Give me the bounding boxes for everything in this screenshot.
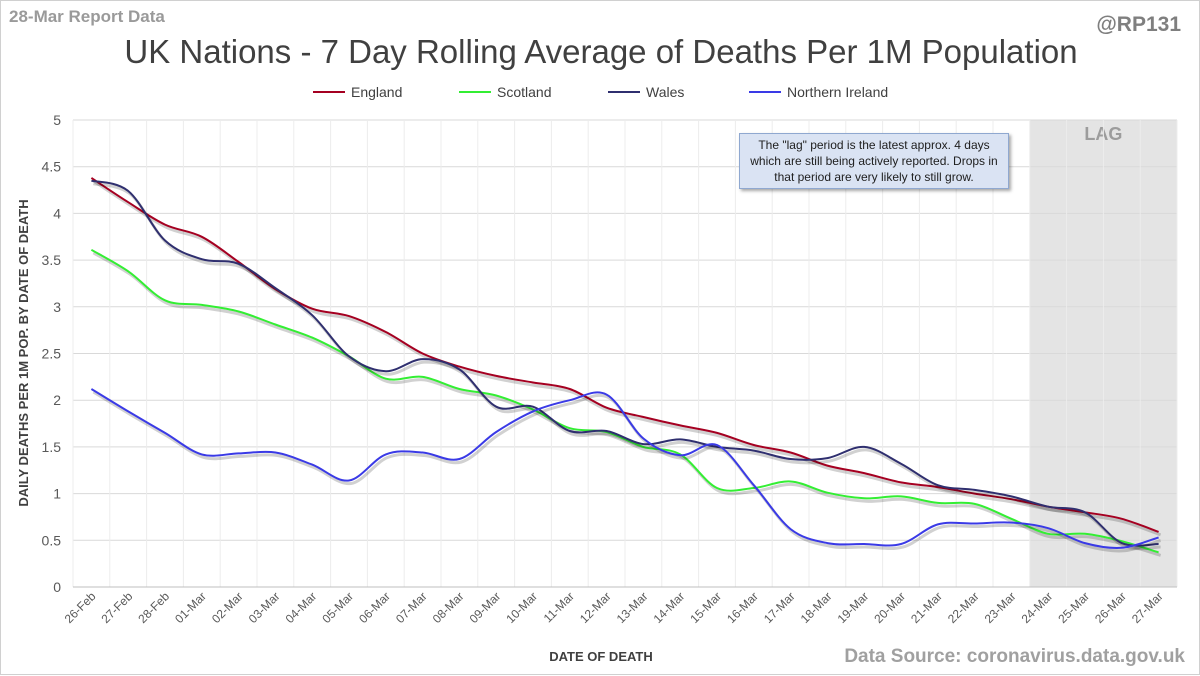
x-tick-label: 07-Mar — [393, 589, 430, 626]
x-tick-label: 20-Mar — [871, 589, 908, 626]
y-axis-label: DAILY DEATHS PER 1M POP. BY DATE OF DEAT… — [16, 199, 31, 506]
series-line-shadow — [92, 251, 1162, 557]
y-tick-label: 0.5 — [42, 532, 62, 548]
x-tick-label: 26-Feb — [62, 589, 99, 626]
y-tick-label: 5 — [53, 112, 61, 128]
x-axis-label: DATE OF DEATH — [549, 649, 653, 664]
x-tick-label: 19-Mar — [835, 589, 872, 626]
y-tick-label: 4.5 — [42, 159, 62, 175]
series-line-scotland — [90, 248, 1159, 554]
chart-title: UK Nations - 7 Day Rolling Average of De… — [124, 33, 1078, 70]
series-line-shadow — [92, 390, 1162, 553]
x-tick-label: 08-Mar — [430, 589, 467, 626]
series-line-shadow — [92, 179, 1162, 537]
y-tick-label: 1 — [53, 486, 61, 502]
x-tick-label: 11-Mar — [541, 589, 577, 625]
x-tick-label: 16-Mar — [724, 589, 761, 626]
lag-annotation: The "lag" period is the latest approx. 4… — [739, 133, 1009, 189]
x-tick-label: 23-Mar — [982, 589, 1019, 626]
x-tick-label: 24-Mar — [1019, 589, 1056, 626]
x-tick-label: 13-Mar — [614, 589, 651, 626]
x-tick-label: 21-Mar — [908, 589, 945, 626]
x-tick-label: 10-Mar — [503, 589, 540, 626]
y-tick-label: 3 — [53, 299, 61, 315]
x-tick-label: 02-Mar — [209, 589, 246, 626]
x-tick-label: 22-Mar — [945, 589, 982, 626]
x-tick-label: 25-Mar — [1055, 589, 1092, 626]
x-tick-label: 28-Feb — [135, 589, 172, 626]
legend-label-england: England — [351, 84, 402, 100]
x-tick-label: 17-Mar — [761, 589, 798, 626]
x-tick-label: 15-Mar — [687, 589, 724, 626]
x-tick-label: 03-Mar — [246, 589, 283, 626]
x-tick-label: 27-Feb — [99, 589, 136, 626]
series-line-shadow — [92, 182, 1161, 551]
legend-label-wales: Wales — [646, 84, 684, 100]
x-tick-label: 05-Mar — [319, 589, 356, 626]
x-tick-label: 01-Mar — [172, 589, 209, 626]
series-line-wales — [91, 179, 1159, 547]
y-tick-label: 1.5 — [42, 439, 62, 455]
data-source: Data Source: coronavirus.data.gov.uk — [844, 646, 1185, 667]
x-tick-label: 27-Mar — [1129, 589, 1166, 626]
report-date-label: 28-Mar Report Data — [9, 7, 165, 26]
x-tick-label: 26-Mar — [1092, 589, 1129, 626]
x-tick-label: 14-Mar — [651, 589, 688, 626]
x-tick-label: 18-Mar — [798, 589, 835, 626]
y-tick-label: 2 — [53, 392, 61, 408]
y-tick-label: 4 — [53, 205, 61, 221]
y-tick-label: 3.5 — [42, 252, 62, 268]
legend-label-scotland: Scotland — [497, 84, 551, 100]
x-tick-label: 04-Mar — [283, 589, 320, 626]
y-tick-label: 2.5 — [42, 346, 62, 362]
x-tick-label: 12-Mar — [577, 589, 614, 626]
series-line-northern-ireland — [90, 388, 1159, 549]
legend-label-northern-ireland: Northern Ireland — [787, 84, 888, 100]
y-tick-label: 0 — [53, 579, 61, 595]
author-handle: @RP131 — [1096, 13, 1181, 36]
x-tick-label: 09-Mar — [467, 589, 504, 626]
x-tick-label: 06-Mar — [356, 589, 393, 626]
